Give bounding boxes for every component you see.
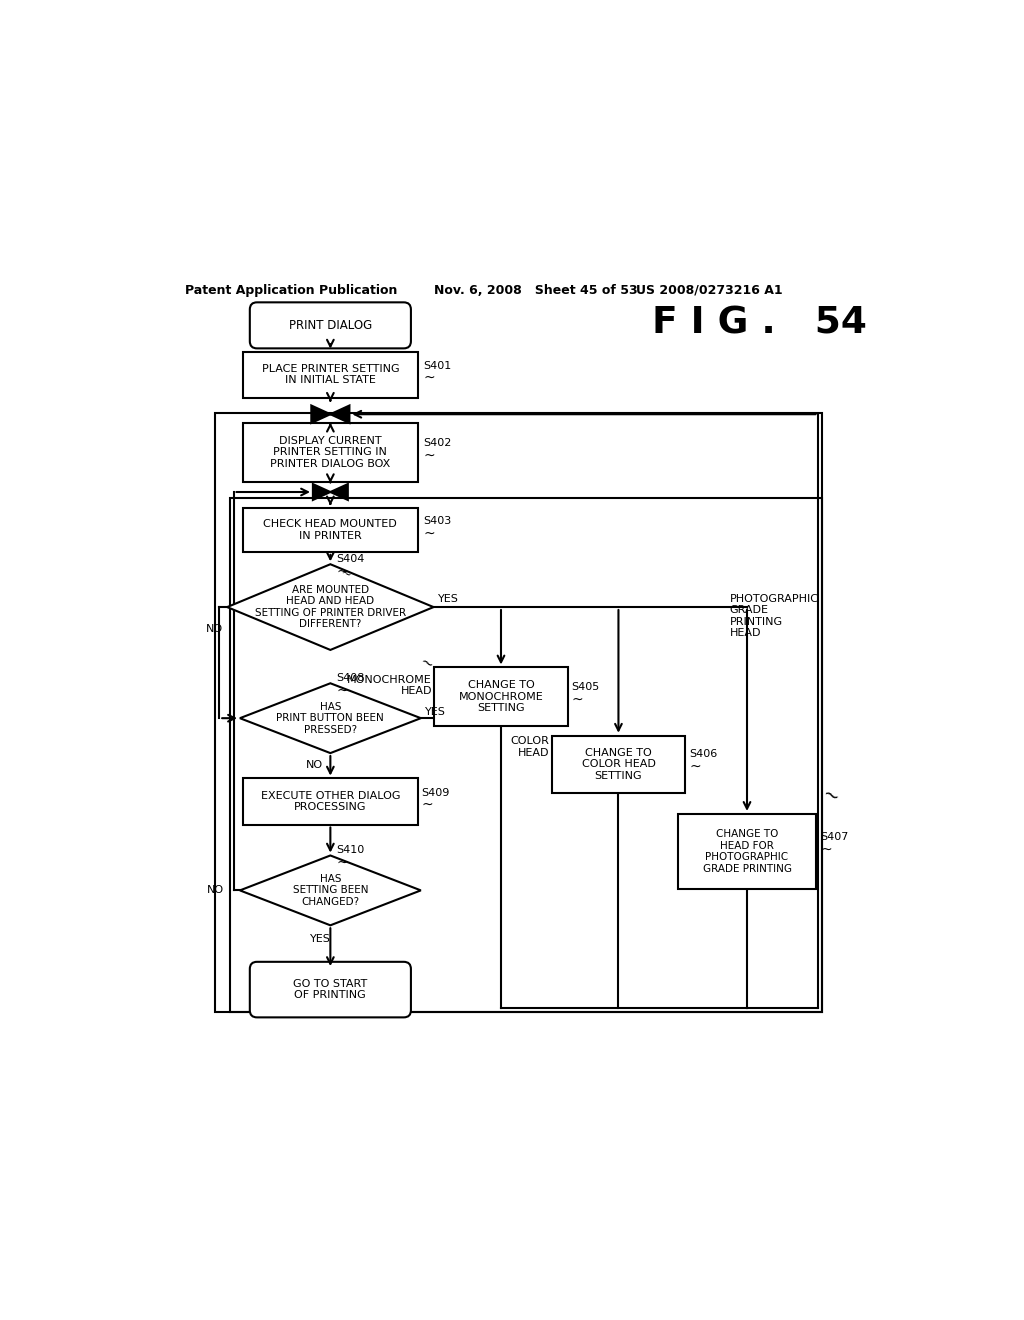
Text: COLOR
HEAD: COLOR HEAD xyxy=(511,737,550,758)
Text: CHANGE TO
COLOR HEAD
SETTING: CHANGE TO COLOR HEAD SETTING xyxy=(582,747,655,781)
Text: S406: S406 xyxy=(689,750,718,759)
Polygon shape xyxy=(227,564,433,649)
FancyBboxPatch shape xyxy=(552,735,685,793)
Text: YES: YES xyxy=(437,594,459,605)
Text: ~: ~ xyxy=(423,449,435,462)
FancyBboxPatch shape xyxy=(250,962,411,1018)
Text: S403: S403 xyxy=(423,516,452,527)
Text: Patent Application Publication: Patent Application Publication xyxy=(185,284,397,297)
FancyBboxPatch shape xyxy=(250,302,411,348)
Text: ~: ~ xyxy=(337,684,348,697)
Text: ~: ~ xyxy=(337,855,348,870)
Text: ~: ~ xyxy=(571,692,584,706)
Text: DISPLAY CURRENT
PRINTER SETTING IN
PRINTER DIALOG BOX: DISPLAY CURRENT PRINTER SETTING IN PRINT… xyxy=(270,436,390,469)
Text: S405: S405 xyxy=(571,682,600,692)
Text: YES: YES xyxy=(425,706,445,717)
Text: S408: S408 xyxy=(337,673,366,684)
Text: ~: ~ xyxy=(422,797,433,812)
Text: GO TO START
OF PRINTING: GO TO START OF PRINTING xyxy=(293,979,368,1001)
Text: CHANGE TO
HEAD FOR
PHOTOGRAPHIC
GRADE PRINTING: CHANGE TO HEAD FOR PHOTOGRAPHIC GRADE PR… xyxy=(702,829,792,874)
Text: ~: ~ xyxy=(337,565,348,578)
Text: PRINT DIALOG: PRINT DIALOG xyxy=(289,319,372,331)
Text: ~: ~ xyxy=(820,842,833,857)
Text: S409: S409 xyxy=(422,788,450,797)
Text: NO: NO xyxy=(207,886,224,895)
Polygon shape xyxy=(240,684,421,754)
FancyBboxPatch shape xyxy=(434,668,567,726)
Text: NO: NO xyxy=(206,624,223,635)
Polygon shape xyxy=(240,855,421,925)
Text: Nov. 6, 2008   Sheet 45 of 53: Nov. 6, 2008 Sheet 45 of 53 xyxy=(433,284,637,297)
Text: S404: S404 xyxy=(337,554,366,564)
Text: US 2008/0273216 A1: US 2008/0273216 A1 xyxy=(636,284,782,297)
Text: ~: ~ xyxy=(338,566,352,582)
Text: S402: S402 xyxy=(423,438,452,449)
Polygon shape xyxy=(313,484,348,500)
FancyBboxPatch shape xyxy=(678,814,816,890)
Bar xyxy=(215,413,822,1012)
Text: F I G .   54: F I G . 54 xyxy=(652,306,866,342)
Text: ~: ~ xyxy=(417,653,435,673)
Text: ~: ~ xyxy=(819,784,842,808)
Text: CHANGE TO
MONOCHROME
SETTING: CHANGE TO MONOCHROME SETTING xyxy=(459,680,544,713)
Text: EXECUTE OTHER DIALOG
PROCESSING: EXECUTE OTHER DIALOG PROCESSING xyxy=(261,791,400,812)
Text: ~: ~ xyxy=(689,760,700,774)
Text: ~: ~ xyxy=(423,371,435,385)
FancyBboxPatch shape xyxy=(243,351,418,397)
FancyBboxPatch shape xyxy=(243,422,418,482)
Polygon shape xyxy=(311,405,349,422)
Text: PLACE PRINTER SETTING
IN INITIAL STATE: PLACE PRINTER SETTING IN INITIAL STATE xyxy=(261,364,399,385)
Text: MONOCHROME
HEAD: MONOCHROME HEAD xyxy=(347,675,432,697)
Text: PHOTOGRAPHIC
GRADE
PRINTING
HEAD: PHOTOGRAPHIC GRADE PRINTING HEAD xyxy=(729,594,818,639)
Bar xyxy=(229,499,822,1012)
Text: ARE MOUNTED
HEAD AND HEAD
SETTING OF PRINTER DRIVER
DIFFERENT?: ARE MOUNTED HEAD AND HEAD SETTING OF PRI… xyxy=(255,585,406,630)
Text: ~: ~ xyxy=(423,527,435,540)
FancyBboxPatch shape xyxy=(243,508,418,552)
Text: NO: NO xyxy=(306,760,323,770)
Text: CHECK HEAD MOUNTED
IN PRINTER: CHECK HEAD MOUNTED IN PRINTER xyxy=(263,519,397,541)
FancyBboxPatch shape xyxy=(243,779,418,825)
Text: S410: S410 xyxy=(337,846,365,855)
Text: S401: S401 xyxy=(423,360,452,371)
Text: HAS
PRINT BUTTON BEEN
PRESSED?: HAS PRINT BUTTON BEEN PRESSED? xyxy=(276,702,384,735)
Text: YES: YES xyxy=(310,933,332,944)
Text: S407: S407 xyxy=(820,832,849,842)
Text: HAS
SETTING BEEN
CHANGED?: HAS SETTING BEEN CHANGED? xyxy=(293,874,368,907)
